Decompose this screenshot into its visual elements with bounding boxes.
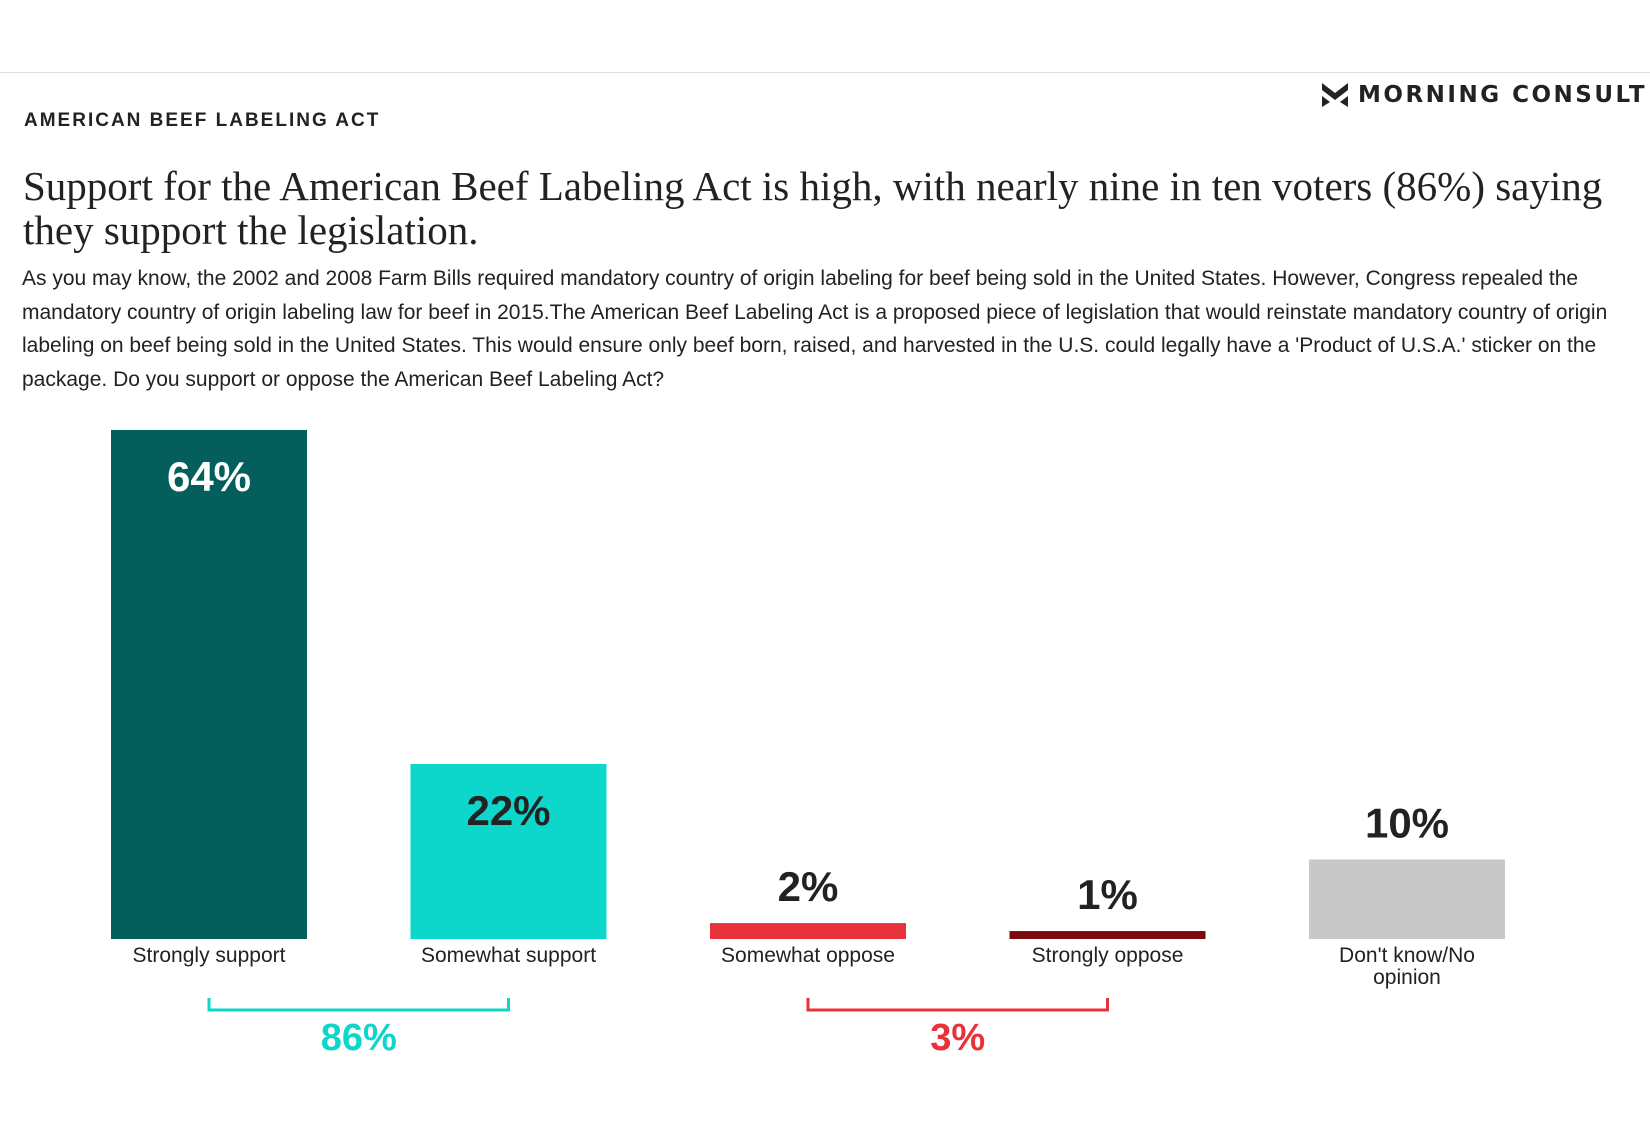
bar <box>710 923 906 939</box>
bar-value-label: 10% <box>1365 799 1449 846</box>
bar <box>410 764 607 939</box>
category-label: Somewhat oppose <box>721 944 895 967</box>
chart-title: Support for the American Beef Labeling A… <box>23 163 1603 253</box>
group-bracket <box>207 998 510 1012</box>
category-label: Somewhat support <box>421 944 596 967</box>
bar-value-label: 22% <box>466 787 550 834</box>
chart-description: As you may know, the 2002 and 2008 Farm … <box>22 267 1608 391</box>
bar-value-label: 1% <box>1077 871 1138 918</box>
morning-consult-logo-icon <box>1322 83 1348 107</box>
bar <box>1009 931 1206 939</box>
brand-logo: MORNING CONSULT <box>1322 82 1647 108</box>
category-label: Don't know/No <box>1339 944 1475 967</box>
category-label: opinion <box>1373 966 1441 989</box>
category-label: Strongly support <box>133 944 286 967</box>
category-label: Strongly oppose <box>1032 944 1184 967</box>
bar <box>1309 859 1505 939</box>
chart-kicker: AMERICAN BEEF LABELING ACT <box>24 110 381 131</box>
bar-value-label: 2% <box>778 863 839 910</box>
top-divider <box>0 72 1650 73</box>
group-total-label: 86% <box>321 1017 397 1059</box>
bar <box>111 430 307 939</box>
bar-value-label: 64% <box>167 453 251 500</box>
brand-name: MORNING CONSULT <box>1358 82 1648 108</box>
group-total-label: 3% <box>930 1017 985 1059</box>
group-bracket <box>806 998 1109 1012</box>
